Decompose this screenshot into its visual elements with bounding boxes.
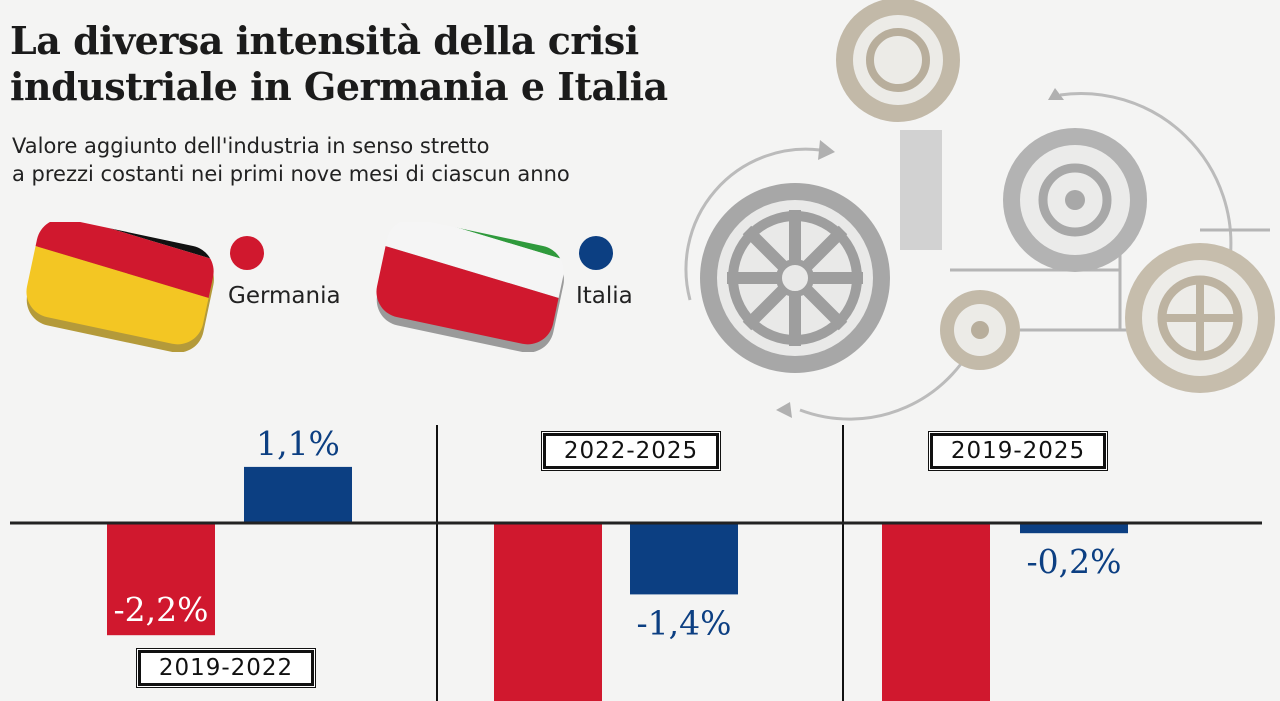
italy-flag-icon <box>372 222 569 352</box>
legend-dot-italia <box>579 236 613 270</box>
legend-label-italia: Italia <box>576 283 633 309</box>
bar-italia-2019-2025 <box>1020 523 1128 534</box>
germany-flag-icon <box>22 222 219 352</box>
bar-germania-2019-2025 <box>882 523 990 701</box>
bar-italia-2022-2025 <box>630 523 738 595</box>
chart-title: La diversa intensità della crisi industri… <box>10 18 668 109</box>
value-label-italia-2022-2025: -1,4% <box>637 603 732 642</box>
value-label-italia-2019-2022: 1,1% <box>256 424 340 463</box>
value-label-italia-2019-2025: -0,2% <box>1027 542 1122 581</box>
gear-icon-far-right <box>1125 243 1275 393</box>
gear-icon-small <box>940 290 1020 370</box>
gear-icon-right <box>1003 128 1147 272</box>
value-label-germania-2019-2022: -2,2% <box>114 590 209 629</box>
legend-dot-germania <box>230 236 264 270</box>
bar-germania-2019-2022 <box>107 523 215 636</box>
period-label-2019-2025: 2019-2025 <box>930 433 1106 469</box>
gear-icon-top <box>836 0 960 122</box>
period-label-2022-2025: 2022-2025 <box>543 433 719 469</box>
period-label-2019-2022: 2019-2022 <box>138 650 314 686</box>
legend-label-germania: Germania <box>228 283 341 309</box>
bar-italia-2019-2022 <box>244 466 352 523</box>
bar-germania-2022-2025 <box>494 523 602 701</box>
gear-icon-large <box>700 183 890 373</box>
chart-subtitle: Valore aggiunto dell'industria in senso … <box>12 134 570 186</box>
